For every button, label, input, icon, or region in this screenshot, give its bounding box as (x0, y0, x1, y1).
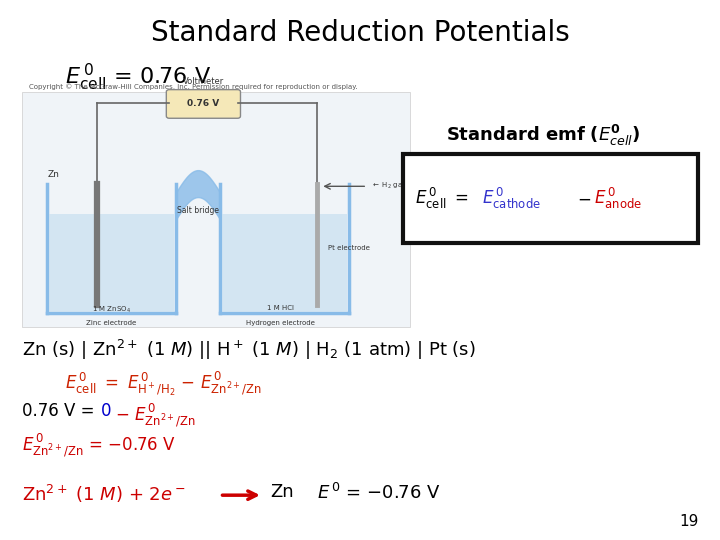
Text: Hydrogen electrode: Hydrogen electrode (246, 320, 315, 326)
FancyBboxPatch shape (222, 214, 347, 312)
Text: Standard Reduction Potentials: Standard Reduction Potentials (150, 19, 570, 47)
FancyBboxPatch shape (166, 90, 240, 118)
Text: $\mathit{E}^{\,0}_{\mathrm{Zn^{2+}/Zn}}$ = $-$0.76 V: $\mathit{E}^{\,0}_{\mathrm{Zn^{2+}/Zn}}$… (22, 432, 176, 460)
Text: $E^{\,0}$ = $-$0.76 V: $E^{\,0}$ = $-$0.76 V (317, 483, 440, 503)
Text: 1 M ZnSO$_4$: 1 M ZnSO$_4$ (92, 305, 131, 315)
Text: 0: 0 (101, 402, 112, 420)
Text: 0.76 V =: 0.76 V = (22, 402, 99, 420)
Text: Salt bridge: Salt bridge (177, 206, 219, 215)
Text: $\mathit{E}^{\,0}_{\mathrm{cell}}$ $=$: $\mathit{E}^{\,0}_{\mathrm{cell}}$ $=$ (415, 186, 474, 211)
FancyBboxPatch shape (403, 154, 698, 243)
Text: $\leftarrow$ H$_2$ gas at 1 atm: $\leftarrow$ H$_2$ gas at 1 atm (371, 181, 438, 191)
Text: $\mathit{E}^{\,0}_{\mathrm{cathode}}$: $\mathit{E}^{\,0}_{\mathrm{cathode}}$ (482, 186, 541, 211)
Text: Zinc electrode: Zinc electrode (86, 320, 137, 326)
Text: 19: 19 (679, 514, 698, 529)
Text: Zn$^{2+}$ (1 $M$) + 2$e^-$: Zn$^{2+}$ (1 $M$) + 2$e^-$ (22, 483, 186, 505)
Text: 1 M HCl: 1 M HCl (267, 305, 294, 311)
Text: $\mathit{E}^{\,0}_{\mathrm{cell}}$ $=$ $\mathit{E}^{\,0}_{\mathrm{H^+/H_2}}$ $-$: $\mathit{E}^{\,0}_{\mathrm{cell}}$ $=$ $… (65, 370, 261, 399)
Text: Voltmeter: Voltmeter (183, 77, 224, 86)
Text: 0.76 V: 0.76 V (187, 99, 220, 108)
Text: $-$: $-$ (577, 190, 592, 207)
Text: Copyright © The McGraw-Hill Companies, Inc. Permission required for reproduction: Copyright © The McGraw-Hill Companies, I… (29, 84, 357, 90)
Text: $\mathit{E}^{\,0}_{\mathrm{anode}}$: $\mathit{E}^{\,0}_{\mathrm{anode}}$ (594, 186, 642, 211)
Text: Zn: Zn (270, 483, 294, 501)
Text: Pt electrode: Pt electrode (328, 245, 369, 252)
Text: Zn (s) | Zn$^{2+}$ (1 $M$) || H$^+$ (1 $M$) | H$_2$ (1 atm) | Pt (s): Zn (s) | Zn$^{2+}$ (1 $M$) || H$^+$ (1 $… (22, 338, 475, 362)
Text: $\mathit{E}^{\,0}_{\mathrm{cell}}$ = 0.76 V: $\mathit{E}^{\,0}_{\mathrm{cell}}$ = 0.7… (65, 62, 211, 93)
FancyBboxPatch shape (49, 214, 174, 312)
FancyBboxPatch shape (22, 92, 410, 327)
Text: $-$ $\mathit{E}^{\,0}_{\mathrm{Zn^{2+}/Zn}}$: $-$ $\mathit{E}^{\,0}_{\mathrm{Zn^{2+}/Z… (115, 402, 196, 430)
Text: $\bf{Standard\ emf\ (}\mathbf{\mathit{E}^0_{\mathit{cell}}}$$\bf{)}$: $\bf{Standard\ emf\ (}\mathbf{\mathit{E}… (446, 123, 641, 148)
Text: Zn: Zn (48, 170, 60, 179)
